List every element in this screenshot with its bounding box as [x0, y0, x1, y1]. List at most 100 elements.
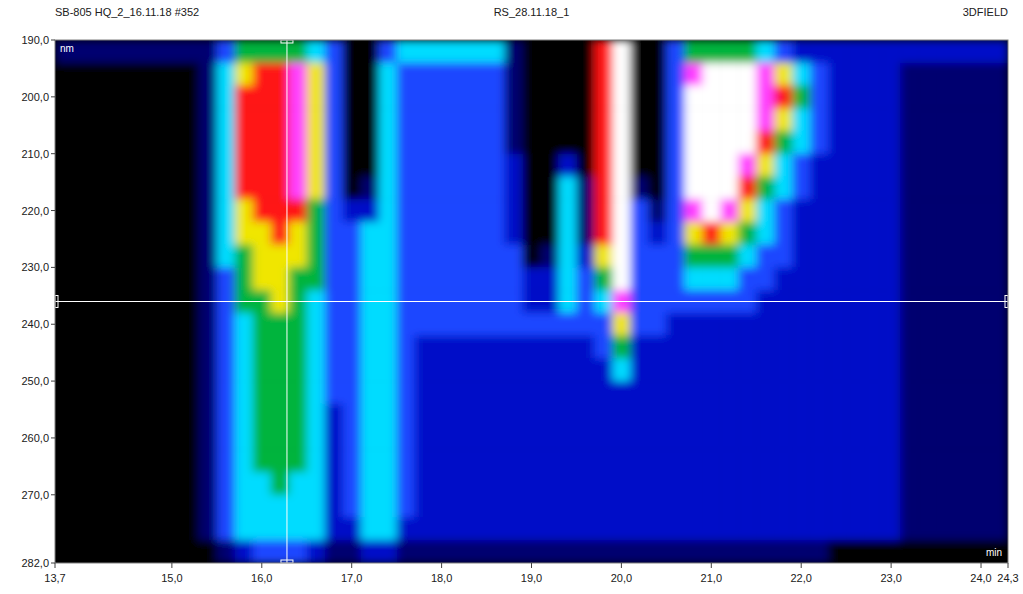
cell: [648, 267, 667, 290]
cell: [738, 267, 757, 290]
y-tick: [51, 153, 55, 154]
cell: [451, 40, 470, 63]
cell: [73, 336, 92, 359]
cell: [756, 85, 775, 108]
cell: [361, 131, 380, 154]
cell: [397, 154, 416, 177]
cell: [91, 154, 110, 177]
cell: [379, 313, 398, 336]
cell: [810, 176, 829, 199]
cell: [720, 131, 739, 154]
cell: [505, 40, 524, 63]
cell: [289, 381, 308, 404]
cell: [594, 495, 613, 518]
cell: [145, 108, 164, 131]
cell: [576, 404, 595, 427]
cell: [253, 40, 272, 63]
cell: [109, 449, 128, 472]
cell: [343, 427, 362, 450]
cell: [648, 108, 667, 131]
cell: [397, 404, 416, 427]
cell: [720, 313, 739, 336]
cell: [415, 154, 434, 177]
cell: [828, 176, 847, 199]
cell: [163, 176, 182, 199]
cell: [55, 176, 74, 199]
cell: [397, 222, 416, 245]
cell: [828, 63, 847, 86]
cell: [576, 40, 595, 63]
cell: [469, 267, 488, 290]
cell: [199, 495, 218, 518]
cell: [253, 336, 272, 359]
cell: [181, 472, 200, 495]
cell: [181, 381, 200, 404]
cell: [630, 427, 649, 450]
cell: [738, 313, 757, 336]
cell: [558, 313, 577, 336]
cell: [199, 108, 218, 131]
cell: [864, 154, 883, 177]
cell: [558, 199, 577, 222]
cell: [451, 404, 470, 427]
cell: [55, 495, 74, 518]
cell: [433, 540, 452, 563]
cell: [109, 63, 128, 86]
cell: [361, 85, 380, 108]
cell: [576, 336, 595, 359]
cell: [451, 63, 470, 86]
cell: [594, 154, 613, 177]
cell: [846, 176, 865, 199]
cell: [127, 336, 146, 359]
cell: [325, 336, 344, 359]
cell: [990, 495, 1008, 518]
cell: [882, 245, 901, 268]
cell: [972, 404, 991, 427]
cell: [343, 313, 362, 336]
cell: [163, 540, 182, 563]
cell: [235, 40, 254, 63]
cell: [127, 245, 146, 268]
cell: [990, 427, 1008, 450]
cell: [343, 154, 362, 177]
cell: [558, 267, 577, 290]
cell: [433, 63, 452, 86]
cell: [666, 404, 685, 427]
cell: [469, 336, 488, 359]
x-tick: [261, 563, 262, 568]
cursor: [55, 40, 1008, 563]
y-tick-label: 250,0: [21, 375, 49, 387]
cell: [523, 40, 542, 63]
cell: [990, 40, 1008, 63]
cell: [55, 245, 74, 268]
cell: [648, 404, 667, 427]
cell: [379, 404, 398, 427]
cell: [361, 245, 380, 268]
cell: [738, 245, 757, 268]
cell: [199, 358, 218, 381]
x-tick-label: 18,0: [431, 572, 452, 584]
cell: [846, 222, 865, 245]
cell: [379, 63, 398, 86]
cell: [289, 176, 308, 199]
cell: [433, 472, 452, 495]
cell: [91, 427, 110, 450]
cell: [684, 267, 703, 290]
cell: [576, 449, 595, 472]
cell: [936, 176, 955, 199]
cell: [774, 176, 793, 199]
cell: [972, 85, 991, 108]
cell: [253, 495, 272, 518]
cell: [918, 108, 937, 131]
plot-frame: [55, 40, 1008, 563]
cell: [864, 199, 883, 222]
cell: [918, 381, 937, 404]
cell: [828, 313, 847, 336]
cell: [882, 108, 901, 131]
cell: [253, 540, 272, 563]
cell: [900, 427, 919, 450]
cell: [738, 108, 757, 131]
cell: [810, 108, 829, 131]
cell: [738, 131, 757, 154]
x-tick-label: 20,0: [611, 572, 632, 584]
